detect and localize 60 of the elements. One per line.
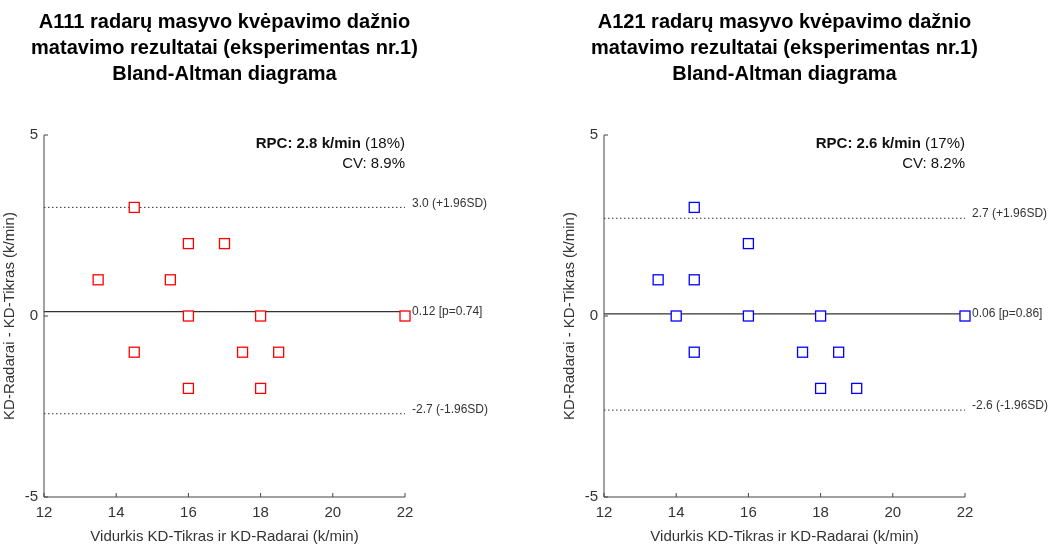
y-axis-title: KD-Radarai - KD-Tikras (k/min) [0, 212, 17, 420]
chart-title: A121 radarų masyvo kvėpavimo dažnio matavimo rezultatai (eksperimentas nr.1) Bland-Altman diagrama [591, 10, 978, 84]
y-tick-label: 0 [589, 305, 598, 323]
annotation: RPC: 2.6 k/min (17%) [815, 134, 965, 151]
ref-line-label: 2.7 (+1.96SD) [972, 206, 1048, 221]
annotation: RPC: 2.8 k/min (18%) [255, 134, 405, 151]
ref-line-label: -2.6 (-1.96SD) [972, 398, 1049, 413]
y-tick-label: 5 [589, 124, 598, 142]
point [688, 346, 700, 358]
point [254, 382, 267, 395]
point [273, 346, 285, 358]
ref-line-label: 0.06 [p=0.86] [972, 306, 1043, 320]
x-axis-title: Vidurkis KD-Tikras ir KD-Radarai (k/min) [90, 527, 359, 544]
x-tick-label: 14 [107, 503, 125, 520]
annotation: CV: 8.2% [902, 154, 965, 171]
x-tick-label: 18 [252, 503, 269, 520]
x-tick-label: 22 [956, 503, 974, 520]
y-tick-label: 5 [29, 124, 38, 142]
point [688, 201, 700, 214]
point [182, 382, 195, 395]
y-tick-label: 0 [29, 305, 38, 323]
point [742, 237, 755, 250]
x-tick-label: 16 [180, 503, 197, 520]
ref-line-label: 0.12 [p=0.74] [412, 303, 483, 318]
x-tick-label: 12 [595, 503, 613, 520]
x-tick-label: 14 [667, 503, 685, 520]
point [833, 346, 845, 358]
point [92, 274, 104, 286]
point [652, 274, 664, 286]
y-tick-label: -5 [24, 486, 38, 504]
x-axis-title: Vidurkis KD-Tikras ir KD-Radarai (k/min) [650, 527, 919, 544]
y-axis-title: KD-Radarai - KD-Tikras (k/min) [560, 212, 577, 420]
point [814, 382, 827, 395]
point [218, 237, 231, 250]
x-tick-label: 16 [740, 503, 757, 520]
point [814, 310, 827, 322]
point [164, 274, 176, 286]
point [796, 346, 809, 358]
point [128, 346, 140, 358]
point [851, 382, 863, 395]
y-tick-label: -5 [584, 486, 598, 504]
point [959, 310, 971, 322]
point [670, 310, 682, 322]
point [742, 310, 755, 322]
point [182, 237, 195, 250]
x-tick-label: 20 [324, 503, 342, 520]
x-tick-label: 18 [812, 503, 829, 520]
point [688, 274, 700, 286]
ref-line-label: 3.0 (+1.96SD) [412, 195, 488, 210]
annotation: CV: 8.9% [342, 154, 405, 171]
point [254, 310, 267, 322]
point [128, 201, 140, 214]
point [399, 310, 411, 322]
chart-title: A111 radarų masyvo kvėpavimo dažnio matavimo rezultatai (eksperimentas nr.1) Bland-Altman diagrama [31, 10, 418, 84]
x-tick-label: 12 [35, 503, 53, 520]
point [182, 310, 195, 322]
ref-line-label: -2.7 (-1.96SD) [412, 401, 489, 416]
x-tick-label: 20 [884, 503, 902, 520]
x-tick-label: 22 [396, 503, 414, 520]
point [236, 346, 249, 358]
